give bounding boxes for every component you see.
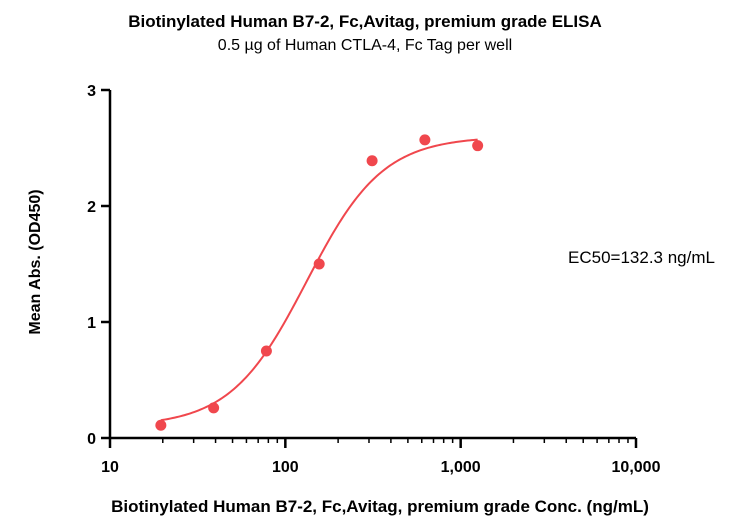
data-point: [260, 345, 272, 357]
data-point: [208, 402, 220, 414]
fit-curve: [160, 138, 478, 422]
x-tick-label: 100: [272, 459, 299, 476]
data-point: [366, 155, 378, 167]
x-tick-label: 1,000: [441, 459, 481, 476]
chart-title: Biotinylated Human B7-2, Fc,Avitag, prem…: [128, 12, 602, 31]
y-tick-label: 2: [87, 199, 96, 216]
data-point: [155, 419, 167, 431]
data-point: [419, 134, 431, 146]
x-tick-label: 10,000: [612, 459, 661, 476]
x-axis-label: Biotinylated Human B7-2, Fc,Avitag, prem…: [111, 497, 649, 516]
y-tick-label: 3: [87, 83, 96, 100]
chart-subtitle: 0.5 µg of Human CTLA-4, Fc Tag per well: [217, 37, 513, 54]
y-tick-label: 0: [87, 431, 96, 448]
x-tick-label: 10: [101, 459, 119, 476]
data-point: [313, 258, 325, 270]
ec50-annotation: EC50=132.3 ng/mL: [568, 248, 715, 267]
data-point: [472, 140, 484, 152]
y-tick-label: 1: [87, 315, 96, 332]
